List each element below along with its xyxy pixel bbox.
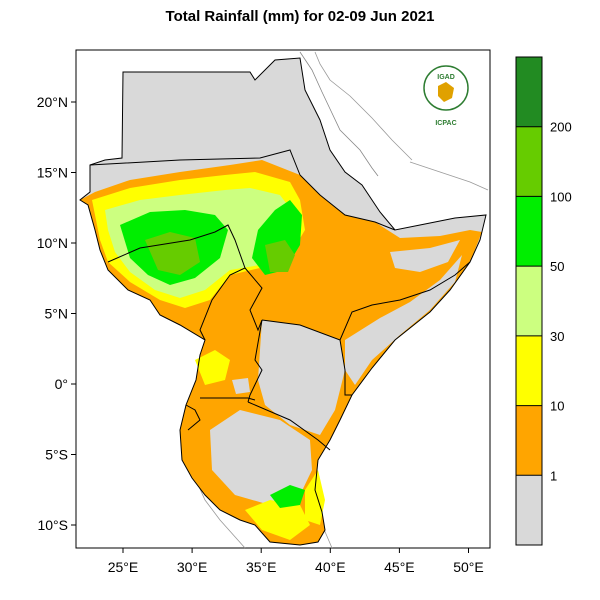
lat-tick-label: 0° <box>55 376 68 392</box>
legend-swatch <box>516 196 542 267</box>
legend-swatch <box>516 126 542 197</box>
lon-tick-label: 50°E <box>453 559 484 575</box>
legend-swatch <box>516 266 542 336</box>
rain-band-50-100-tanzania <box>270 485 305 508</box>
africa-shape-icon <box>438 82 454 102</box>
dry-zone-uganda-lake <box>232 378 250 394</box>
legend-swatch <box>516 405 542 476</box>
dry-zone-somalia <box>345 255 462 385</box>
rain-band-10-30-uganda <box>195 350 230 385</box>
dry-zone-kenya <box>258 320 345 435</box>
rainfall-legend: 1 10 30 50 100 200 <box>515 56 572 546</box>
logo-igad-text: IGAD <box>437 74 455 81</box>
lon-tick-label: 25°E <box>108 559 139 575</box>
map-title: Total Rainfall (mm) for 02-09 Jun 2021 <box>165 8 435 25</box>
rain-band-100-200 <box>145 232 200 275</box>
axis-ticks: 25°E 30°E 35°E 40°E 45°E 50°E 20°N 15°N 10°N 5°N 0… <box>37 94 484 575</box>
lon-tick-label: 30°E <box>177 559 208 575</box>
rain-band-10-30-east <box>305 470 325 525</box>
lat-tick-label: 20°N <box>37 94 68 110</box>
legend-label: 1 <box>550 468 557 483</box>
lat-tick-label: 10°N <box>37 235 68 251</box>
lon-tick-label: 45°E <box>384 559 415 575</box>
legend-label: 30 <box>550 329 564 344</box>
south-coast <box>195 479 246 549</box>
map-area: IGAD ICPAC <box>79 51 489 549</box>
lat-tick-label: 10°S <box>37 517 68 533</box>
logo-icpac-text: ICPAC <box>435 120 456 127</box>
rain-band-100-200-ethiopia <box>265 240 295 272</box>
legend-swatch <box>516 475 542 545</box>
legend-border <box>515 56 543 546</box>
igad-icpac-logo: IGAD ICPAC <box>423 65 469 127</box>
lat-tick-label: 15°N <box>37 165 68 181</box>
yemen-coastline <box>409 161 489 191</box>
lon-tick-label: 40°E <box>315 559 346 575</box>
legend-label: 50 <box>550 259 564 274</box>
legend-swatch <box>516 57 542 127</box>
legend-swatch <box>516 335 542 406</box>
rain-band-10-30-southwest <box>245 500 310 540</box>
lat-tick-label: 5°N <box>45 306 69 322</box>
neighbour-coastline <box>299 51 379 177</box>
legend-label: 10 <box>550 399 564 414</box>
lat-tick-label: 5°S <box>45 447 68 463</box>
legend-label: 200 <box>550 120 572 135</box>
lon-tick-label: 35°E <box>246 559 277 575</box>
dry-zone-tanzania <box>210 410 312 505</box>
legend-label: 100 <box>550 189 572 204</box>
arabian-coastline <box>314 51 413 161</box>
dry-zone-somaliland <box>390 240 460 272</box>
country-borders <box>79 57 487 546</box>
